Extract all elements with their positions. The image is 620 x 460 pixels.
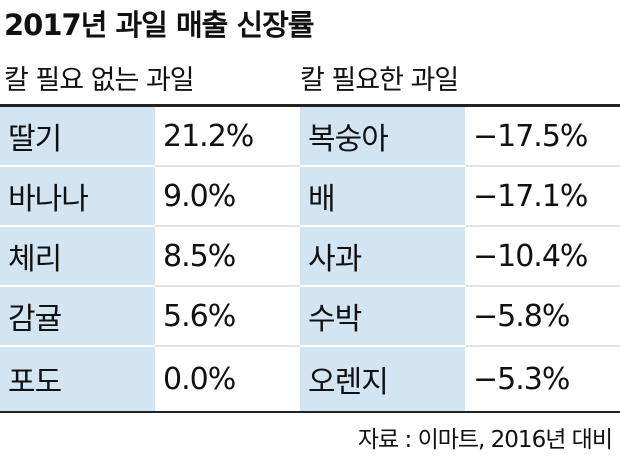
table-row: 체리 8.5% 사과 −10.4% (0, 226, 620, 287)
growth-cell: 21.2% (155, 107, 300, 167)
table-row: 포도 0.0% 오렌지 −5.3% (0, 346, 620, 411)
growth-cell: −5.8% (465, 286, 620, 347)
growth-cell: −5.3% (465, 346, 620, 411)
growth-cell: −17.1% (465, 166, 620, 227)
fruit-cell: 수박 (300, 286, 465, 347)
group-header: 칼 필요한 과일 (300, 65, 459, 96)
table-row: 감귤 5.6% 수박 −5.8% (0, 286, 620, 347)
growth-cell: 5.6% (155, 286, 300, 347)
fruit-cell: 바나나 (0, 166, 155, 227)
fruit-cell: 체리 (0, 226, 155, 287)
fruit-cell: 복숭아 (300, 107, 465, 167)
table-row: 바나나 9.0% 배 −17.1% (0, 166, 620, 227)
group-header: 칼 필요 없는 과일 (4, 65, 195, 96)
table: 딸기 21.2% 복숭아 −17.5% 바나나 9.0% 배 −17.1% 체리 8.5% 사과 −1… (0, 107, 620, 411)
table-body: 딸기 21.2% 복숭아 −17.5% 바나나 9.0% 배 −17.1% 체리 8.5% 사과 −1… (0, 107, 620, 411)
source: 자료 : 이마트, 2016년 대비 (357, 427, 613, 453)
growth-cell: −17.5% (465, 107, 620, 167)
growth-cell: −10.4% (465, 226, 620, 287)
fruit-cell: 오렌지 (300, 346, 465, 411)
bottom-rule (0, 411, 620, 413)
top-rule (0, 104, 620, 107)
fruit-cell: 포도 (0, 346, 155, 411)
title: 2017년 과일 매출 신장률 (4, 8, 314, 42)
fruit-cell: 딸기 (0, 107, 155, 167)
growth-cell: 8.5% (155, 226, 300, 287)
fruit-cell: 배 (300, 166, 465, 227)
fruit-cell: 사과 (300, 226, 465, 287)
table-row: 딸기 21.2% 복숭아 −17.5% (0, 107, 620, 167)
growth-cell: 0.0% (155, 346, 300, 411)
growth-cell: 9.0% (155, 166, 300, 227)
fruit-cell: 감귤 (0, 286, 155, 347)
